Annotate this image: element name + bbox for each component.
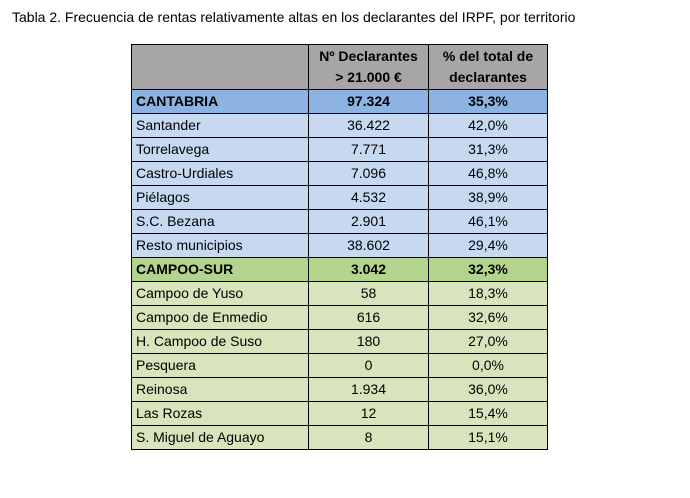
group-name: CAMPOO-SUR	[131, 257, 309, 282]
municipio-name: H. Campoo de Suso	[131, 329, 309, 354]
municipio-pct: 36,0%	[428, 377, 548, 402]
table-row: Resto municipios 38.602 29,4%	[131, 233, 548, 258]
table-row: Campoo de Enmedio 616 32,6%	[131, 305, 548, 330]
municipio-declarantes: 616	[308, 305, 429, 330]
header-pct-line1: % del total de	[442, 48, 534, 64]
municipio-name: Campoo de Enmedio	[131, 305, 309, 330]
group-declarantes: 97.324	[308, 89, 429, 114]
table-row: Las Rozas 12 15,4%	[131, 401, 548, 426]
municipio-pct: 46,1%	[428, 209, 548, 234]
header-row: Nº Declarantes > 21.000 € % del total de…	[131, 44, 548, 90]
header-declarantes-line1: Nº Declarantes	[319, 48, 418, 64]
table-row: Castro-Urdiales 7.096 46,8%	[131, 161, 548, 186]
municipio-pct: 0,0%	[428, 353, 548, 378]
municipio-declarantes: 0	[308, 353, 429, 378]
header-pct: % del total de declarantes	[428, 44, 548, 90]
municipio-pct: 42,0%	[428, 113, 548, 138]
municipio-pct: 18,3%	[428, 281, 548, 306]
table-row: Santander 36.422 42,0%	[131, 113, 548, 138]
municipio-name: Resto municipios	[131, 233, 309, 258]
municipio-name: Campoo de Yuso	[131, 281, 309, 306]
table-row: Torrelavega 7.771 31,3%	[131, 137, 548, 162]
municipio-name: S.C. Bezana	[131, 209, 309, 234]
municipio-pct: 15,1%	[428, 425, 548, 450]
group-declarantes: 3.042	[308, 257, 429, 282]
municipio-pct: 38,9%	[428, 185, 548, 210]
municipio-pct: 31,3%	[428, 137, 548, 162]
municipio-name: S. Miguel de Aguayo	[131, 425, 309, 450]
municipio-declarantes: 7.771	[308, 137, 429, 162]
municipio-declarantes: 8	[308, 425, 429, 450]
municipio-declarantes: 4.532	[308, 185, 429, 210]
group-name: CANTABRIA	[131, 89, 309, 114]
municipio-name: Torrelavega	[131, 137, 309, 162]
header-declarantes: Nº Declarantes > 21.000 €	[308, 44, 429, 90]
municipio-pct: 46,8%	[428, 161, 548, 186]
municipio-pct: 29,4%	[428, 233, 548, 258]
municipio-declarantes: 2.901	[308, 209, 429, 234]
table-row: H. Campoo de Suso 180 27,0%	[131, 329, 548, 354]
group-pct: 32,3%	[428, 257, 548, 282]
data-table: Nº Declarantes > 21.000 € % del total de…	[131, 44, 548, 450]
municipio-declarantes: 1.934	[308, 377, 429, 402]
municipio-declarantes: 36.422	[308, 113, 429, 138]
table-row: Piélagos 4.532 38,9%	[131, 185, 548, 210]
municipio-declarantes: 58	[308, 281, 429, 306]
header-blank-cell	[131, 44, 309, 90]
table-row: Campoo de Yuso 58 18,3%	[131, 281, 548, 306]
municipio-pct: 32,6%	[428, 305, 548, 330]
municipio-declarantes: 12	[308, 401, 429, 426]
municipio-declarantes: 7.096	[308, 161, 429, 186]
municipio-name: Castro-Urdiales	[131, 161, 309, 186]
municipio-name: Las Rozas	[131, 401, 309, 426]
table-row: S.C. Bezana 2.901 46,1%	[131, 209, 548, 234]
municipio-name: Santander	[131, 113, 309, 138]
group-row-campoo-sur: CAMPOO-SUR 3.042 32,3%	[131, 257, 548, 282]
table-row: Reinosa 1.934 36,0%	[131, 377, 548, 402]
header-declarantes-line2: > 21.000 €	[335, 69, 402, 85]
municipio-declarantes: 38.602	[308, 233, 429, 258]
municipio-name: Piélagos	[131, 185, 309, 210]
table-row: Pesquera 0 0,0%	[131, 353, 548, 378]
municipio-name: Reinosa	[131, 377, 309, 402]
table-row: S. Miguel de Aguayo 8 15,1%	[131, 425, 548, 450]
group-pct: 35,3%	[428, 89, 548, 114]
table-caption: Tabla 2. Frecuencia de rentas relativame…	[12, 9, 576, 25]
municipio-pct: 27,0%	[428, 329, 548, 354]
municipio-declarantes: 180	[308, 329, 429, 354]
group-row-cantabria: CANTABRIA 97.324 35,3%	[131, 89, 548, 114]
header-pct-line2: declarantes	[449, 69, 527, 85]
municipio-pct: 15,4%	[428, 401, 548, 426]
municipio-name: Pesquera	[131, 353, 309, 378]
